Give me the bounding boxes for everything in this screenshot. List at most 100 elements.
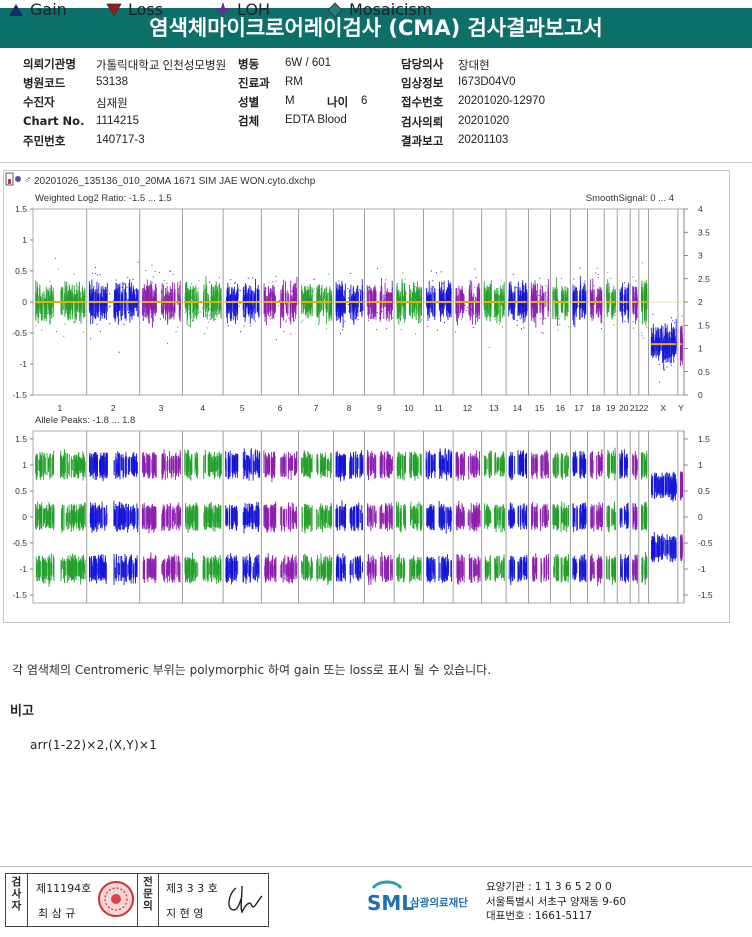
allele-peak-band — [396, 451, 422, 481]
id-value: 140717-3 — [96, 134, 145, 146]
code-value: 53138 — [96, 76, 128, 88]
chrom-label-13: 13 — [489, 403, 499, 413]
examiner-name: 최 삼 규 — [38, 907, 76, 920]
patient-value: 심재원 — [96, 98, 128, 110]
cma-plot: ♂ 20201026_135136_010_20MA 1671 SIM JAE W… — [3, 170, 730, 623]
bottom-right-tick-label: -0.5 — [698, 538, 713, 548]
chrom-log2-band — [680, 315, 683, 367]
allele-peak-band — [456, 553, 481, 585]
allele-peak-band — [264, 552, 298, 584]
gender-icon — [15, 176, 21, 182]
plot-filename: 20201026_135136_010_20MA 1671 SIM JAE WO… — [34, 176, 316, 187]
legend-loh: LOH — [215, 0, 270, 19]
allele-peak-band — [184, 552, 222, 585]
allele-peak-band — [426, 554, 452, 584]
chrom-log2-band — [455, 268, 481, 333]
allele-peak-band — [335, 450, 364, 482]
allele-peak-band — [225, 553, 260, 585]
hospital-label: 의뢰기관명 — [23, 57, 76, 71]
allele-peak-band — [607, 447, 616, 481]
chrom-label-3: 3 — [159, 403, 164, 413]
allele-peak-band — [651, 471, 677, 502]
bottom-right-tick-label: 0 — [698, 512, 703, 522]
allele-peak-band — [366, 552, 393, 586]
allele-peak-band — [455, 500, 481, 532]
chrom-label-11: 11 — [434, 403, 443, 413]
chrom-label-16: 16 — [556, 403, 566, 413]
allele-peak-band — [89, 500, 139, 533]
allele-peak-band — [589, 553, 603, 587]
divider — [0, 162, 752, 163]
allele-peak-band — [590, 501, 603, 532]
examiner-license: 제11194호 — [36, 882, 92, 895]
chrom-label-9: 9 — [377, 403, 382, 413]
chrom-log2-band — [184, 276, 222, 335]
allele-peak-band — [641, 552, 648, 585]
chrom-label-22: 22 — [639, 403, 649, 413]
bottom-left-tick-label: 0 — [22, 512, 27, 522]
allele-peak-band — [425, 448, 452, 481]
allele-peak-band — [589, 449, 603, 480]
allele-peak-band — [141, 449, 181, 480]
bottom-left-tick-label: -1.5 — [12, 590, 27, 600]
allele-peak-band — [225, 448, 261, 481]
allele-peak-band — [531, 502, 549, 532]
legend-loss-label: Loss — [128, 0, 164, 19]
chrom-label-7: 7 — [314, 403, 319, 413]
bottom-left-tick-label: -0.5 — [12, 538, 27, 548]
sml-logo-icon: SML 삼광의료재단 — [367, 880, 468, 915]
allele-peak-band — [455, 450, 480, 481]
allele-peak-band — [89, 451, 138, 482]
chrom-label-19: 19 — [606, 403, 616, 413]
allele-peak-band — [141, 502, 182, 534]
allele-peak-band — [532, 553, 550, 583]
mosaicism-diamond-icon — [327, 1, 343, 18]
specialist-name: 지 현 영 — [166, 907, 204, 920]
chrom-log2-band — [366, 268, 393, 331]
chrom-label-8: 8 — [347, 403, 352, 413]
sex-label: 성별 — [238, 95, 260, 109]
allele-peak-band — [301, 503, 333, 534]
top-right-tick-label: 2 — [698, 297, 703, 307]
bottom-left-tick-label: 1.5 — [15, 434, 27, 444]
chrom-log2-band — [650, 313, 677, 383]
legend-gain-label: Gain — [30, 0, 67, 19]
report-label: 결과보고 — [401, 134, 444, 148]
allele-peak-band — [396, 501, 423, 533]
allele-peak-band — [142, 552, 181, 584]
allele-peak-band — [620, 553, 630, 584]
top-right-tick-label: 3 — [698, 251, 703, 261]
allele-peak-band — [184, 449, 222, 481]
chrom-log2-band — [396, 272, 423, 335]
hospital-value: 가톨릭대학교 인천성모병원 — [96, 60, 227, 72]
allele-peak-band — [619, 502, 629, 530]
chrom-label-1: 1 — [58, 403, 63, 413]
top-left-tick-label: -1 — [19, 359, 27, 369]
sml-logo: SML 삼광의료재단 — [365, 878, 485, 922]
allele-peak-band — [89, 554, 138, 586]
top-right-tick-label: 1.5 — [698, 320, 710, 330]
top-right-tick-label: 3.5 — [698, 227, 710, 237]
allele-peak-band — [572, 450, 587, 479]
allele-peak-band — [35, 553, 86, 587]
allele-peak-band — [301, 553, 333, 586]
clinical-label: 임상정보 — [401, 76, 444, 90]
chrom-log2-band — [508, 273, 528, 330]
allele-peak-band — [484, 554, 505, 582]
legend-mosaicism-label: Mosaicism — [349, 0, 433, 19]
bottom-right-tick-label: 1 — [698, 460, 703, 470]
allele-peak-band — [35, 501, 86, 533]
allele-peak-band — [508, 502, 528, 530]
specialist-license: 제3 3 3 호 — [166, 882, 218, 895]
sex-value: M — [285, 95, 295, 107]
top-right-tick-label: 1 — [698, 344, 703, 354]
allele-peak-band — [263, 501, 298, 533]
allele-peak-band — [263, 450, 298, 483]
top-left-tick-label: 0.5 — [15, 266, 27, 276]
chrom-label-6: 6 — [278, 403, 283, 413]
clinical-value: I673D04V0 — [458, 76, 516, 88]
footer-divider — [0, 866, 752, 867]
allele-peak-band — [606, 555, 616, 585]
allele-peak-band — [396, 553, 422, 584]
